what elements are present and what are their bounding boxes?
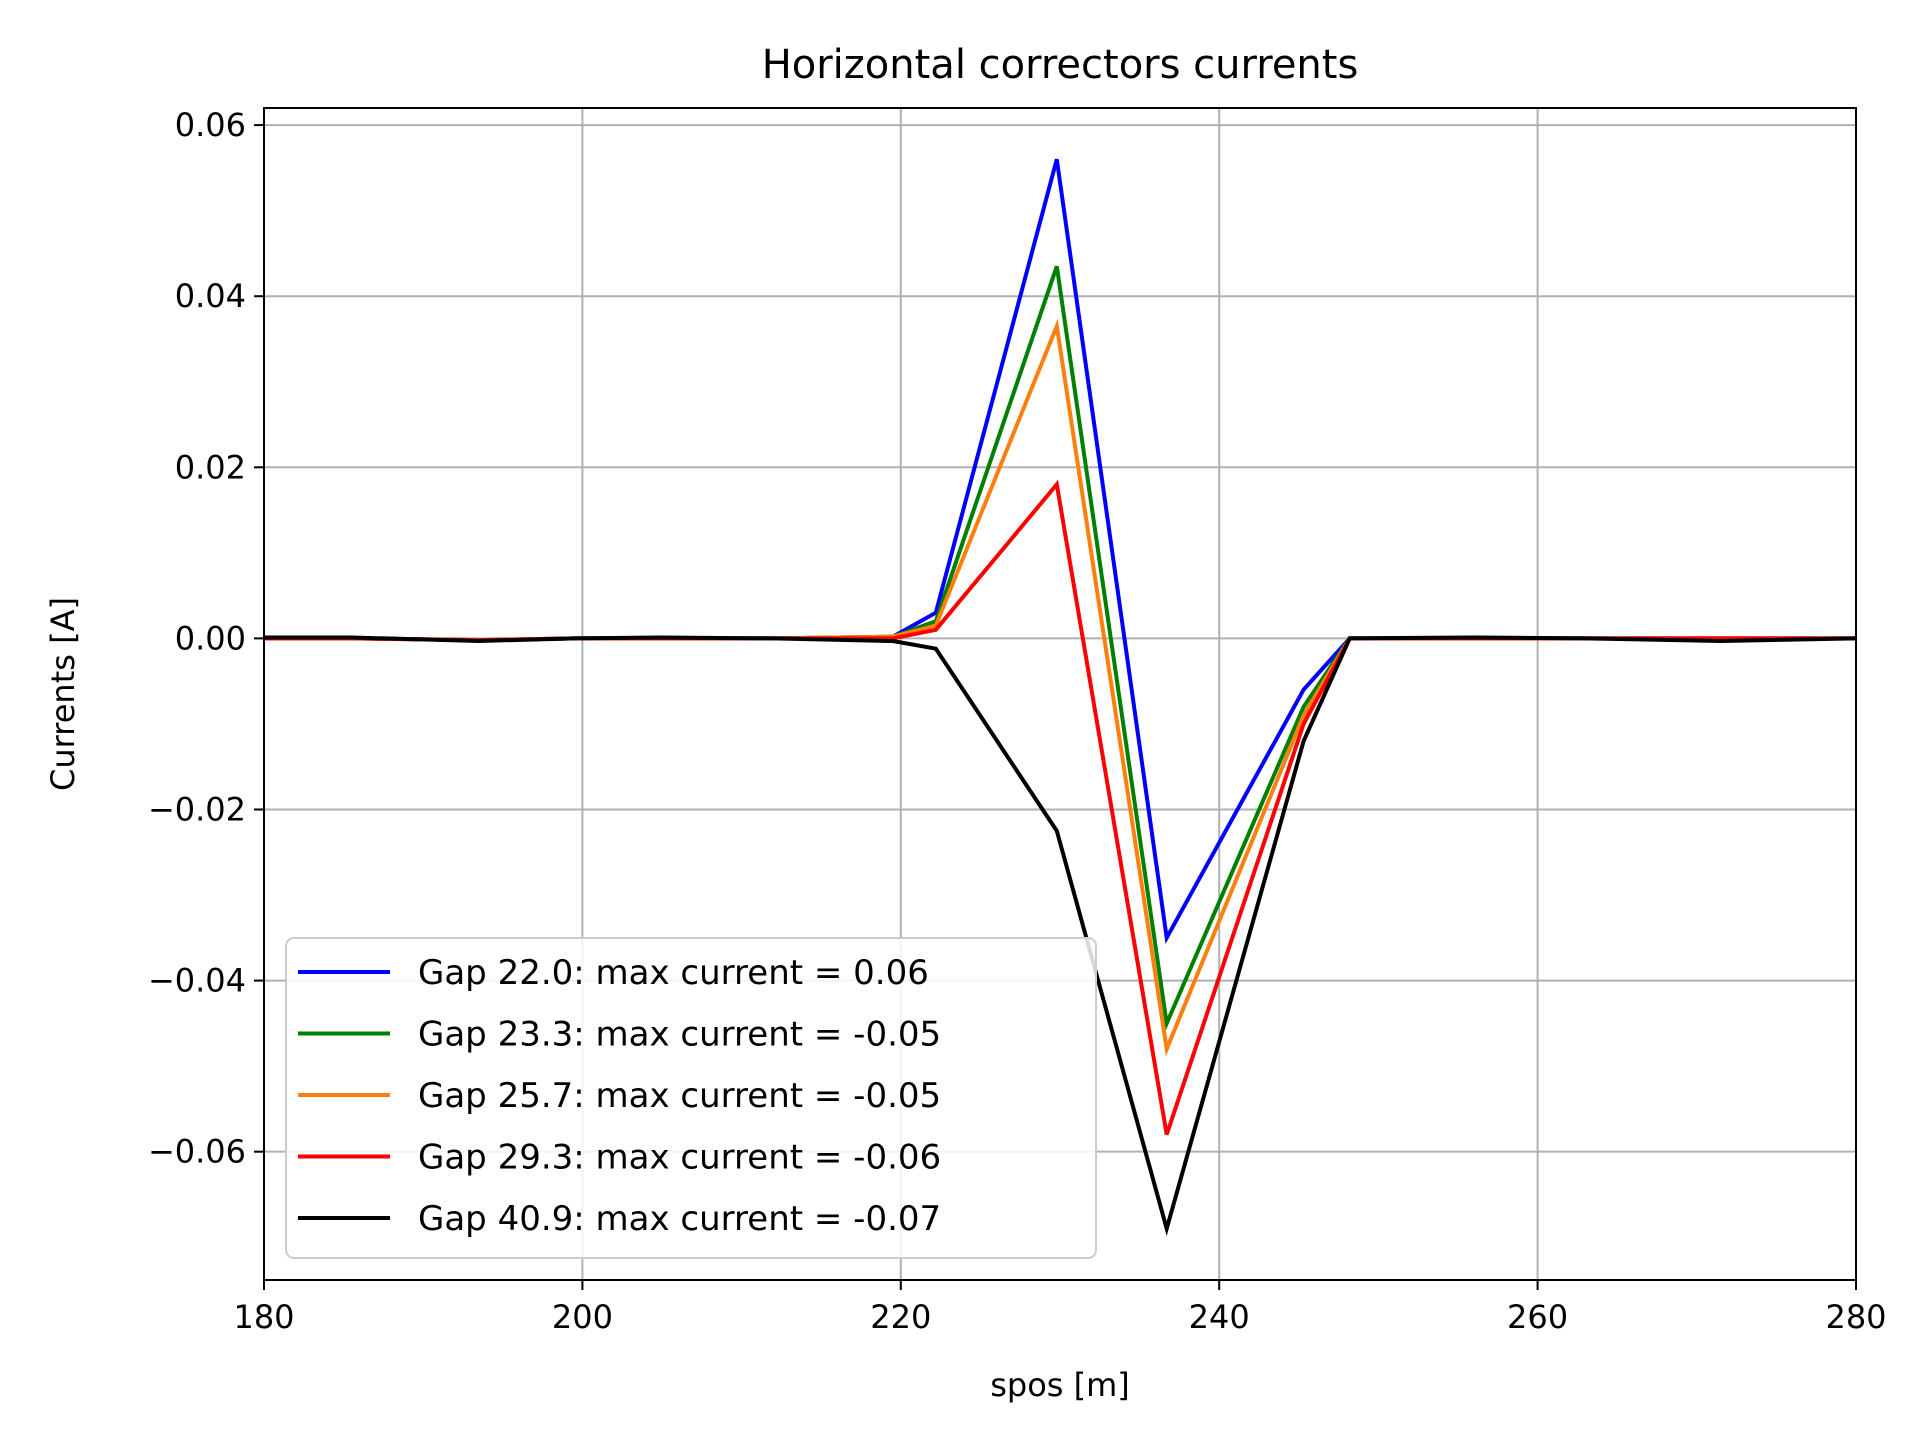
y-tick-label: −0.02	[148, 790, 246, 828]
x-tick-label: 200	[552, 1298, 613, 1336]
y-tick-label: 0.04	[175, 277, 246, 315]
x-axis-title: spos [m]	[990, 1366, 1130, 1404]
series-lines	[264, 158, 1857, 1237]
y-tick-label: 0.00	[175, 619, 246, 657]
series-line-4	[264, 635, 1857, 1237]
x-axis-ticks: 180 200 220 240 260 280	[233, 1280, 1887, 1336]
legend-label: Gap 40.9: max current = -0.07	[418, 1199, 941, 1239]
y-tick-label: −0.06	[148, 1133, 246, 1171]
legend-label: Gap 25.7: max current = -0.05	[418, 1076, 941, 1116]
plot-frame	[263, 107, 1857, 1281]
legend-label: Gap 23.3: max current = -0.05	[418, 1015, 941, 1055]
chart-title: Horizontal correctors currents	[762, 42, 1359, 88]
y-axis-title: Currents [A]	[44, 597, 82, 791]
x-tick-label: 240	[1189, 1298, 1250, 1336]
x-tick-label: 280	[1825, 1298, 1886, 1336]
legend-items: Gap 22.0: max current = 0.06 Gap 23.3: ma…	[298, 953, 941, 1239]
y-tick-label: 0.06	[175, 106, 246, 144]
legend-label: Gap 29.3: max current = -0.06	[418, 1138, 941, 1178]
y-tick-label: −0.04	[148, 962, 246, 1000]
legend: Gap 22.0: max current = 0.06 Gap 23.3: ma…	[285, 937, 1097, 1259]
y-axis-ticks: 0.06 0.04 0.02 0.00 −0.02 −0.04 −0.06	[148, 106, 264, 1171]
x-tick-label: 180	[233, 1298, 294, 1336]
legend-box	[285, 937, 1097, 1259]
x-tick-label: 260	[1507, 1298, 1568, 1336]
y-tick-label: 0.02	[175, 448, 246, 486]
legend-label: Gap 22.0: max current = 0.06	[418, 953, 929, 993]
x-tick-label: 220	[870, 1298, 931, 1336]
